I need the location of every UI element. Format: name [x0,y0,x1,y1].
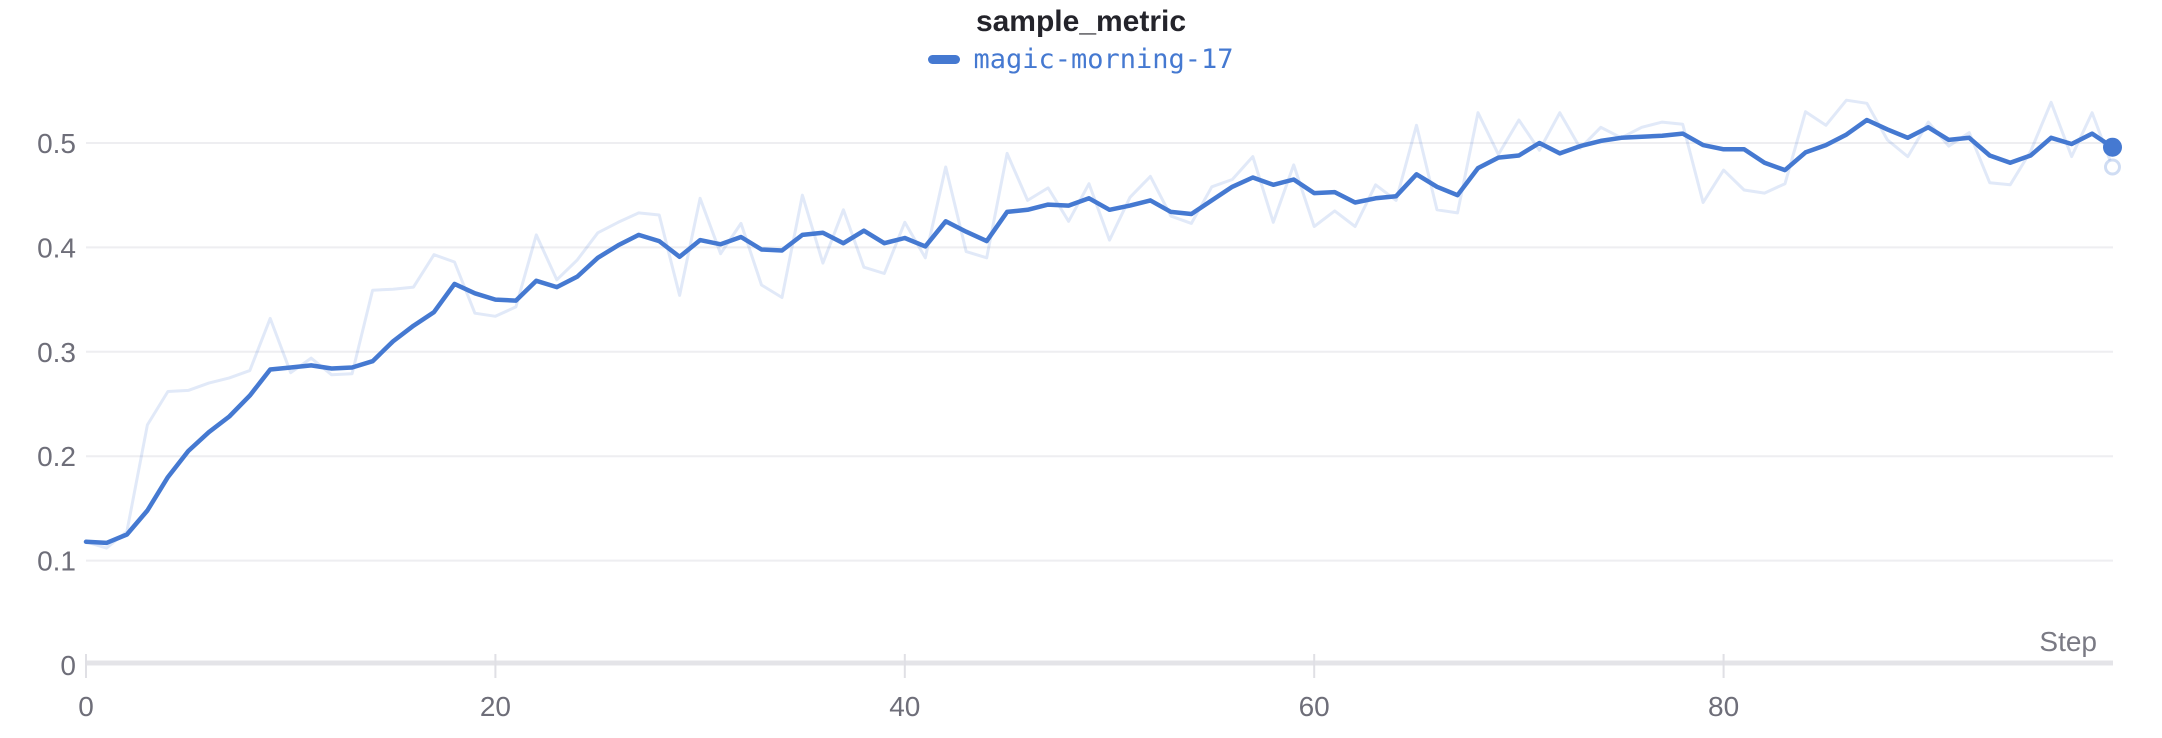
smoothed-endpoint-marker[interactable] [2103,137,2122,157]
x-tick-label: 0 [78,691,94,722]
legend-swatch [928,55,961,64]
smoothed-series-line[interactable] [83,117,2115,546]
y-tick-label: 0.2 [37,441,76,472]
raw-series-line[interactable] [84,98,2114,550]
y-tick-label: 0.4 [37,232,76,263]
x-tick-label: 60 [1299,691,1330,722]
chart-header: sample_metric magic-morning-17 [0,0,2162,73]
x-tick-label: 80 [1708,691,1739,722]
y-tick-label: 0.3 [37,337,76,368]
x-tick-label: 20 [480,691,511,722]
chart-title: sample_metric [975,5,1187,38]
legend-item-magic-morning-17[interactable]: magic-morning-17 [928,44,1234,75]
y-tick-label: 0.5 [37,128,76,159]
x-axis-title: Step [2039,626,2097,657]
raw-endpoint-marker [2104,158,2121,176]
legend-label: magic-morning-17 [973,44,1234,75]
x-tick-label: 40 [889,691,920,722]
y-tick-label: 0.1 [37,546,76,577]
y-tick-label: 0 [60,650,76,681]
